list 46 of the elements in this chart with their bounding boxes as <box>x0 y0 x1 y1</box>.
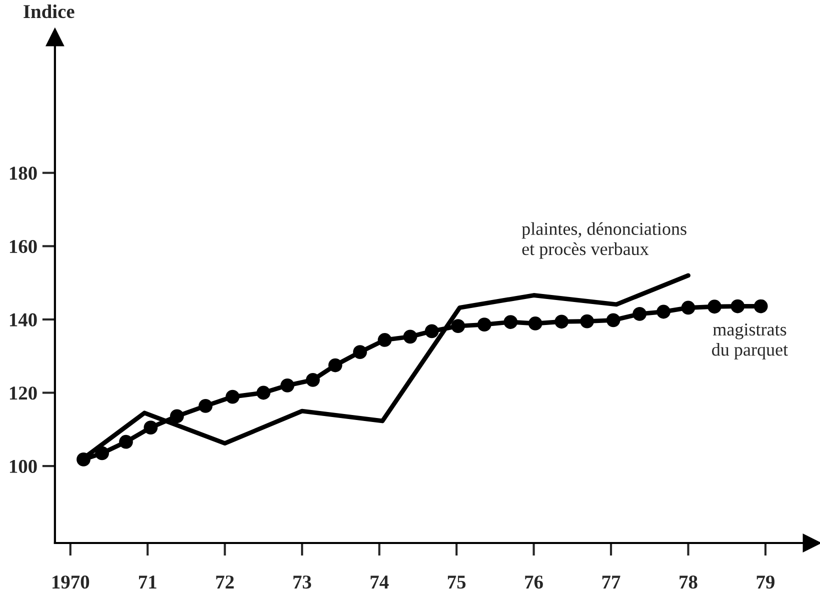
point <box>306 372 320 387</box>
x-tick-label: 73 <box>293 576 312 589</box>
point <box>528 316 542 330</box>
y-tick-label: 120 <box>10 386 37 400</box>
point <box>606 313 620 328</box>
point <box>754 299 768 314</box>
point <box>708 300 722 314</box>
y-axis-title: Indice <box>24 4 74 18</box>
y-tick-label: 180 <box>10 166 37 180</box>
point <box>451 319 466 333</box>
x-tick-label: 77 <box>602 576 620 588</box>
x-tick-label: 78 <box>680 576 698 589</box>
x-tick-label: 72 <box>216 576 234 588</box>
point <box>226 390 240 404</box>
point <box>280 378 294 392</box>
x-tick-label: 1970 <box>52 576 90 589</box>
y-tick-label: 100 <box>10 460 37 473</box>
point <box>76 452 90 466</box>
point <box>328 358 342 372</box>
point <box>504 315 518 329</box>
point <box>554 314 569 329</box>
point <box>656 304 670 319</box>
x-tick-label: 76 <box>525 576 543 589</box>
point <box>170 409 184 424</box>
y-tick-label: 140 <box>10 313 37 326</box>
point <box>424 324 439 338</box>
point <box>256 386 270 400</box>
point <box>632 307 647 321</box>
series-label: plaintes, dénonciations et procès verbaux <box>522 222 686 259</box>
point <box>730 299 745 314</box>
point <box>144 420 158 435</box>
point <box>119 434 133 449</box>
x-tick-label: 74 <box>370 576 389 588</box>
point <box>403 330 418 344</box>
x-tick-label: 75 <box>448 576 466 589</box>
y-tick-label: 160 <box>10 240 37 254</box>
point <box>95 446 109 460</box>
x-tick-label: 79 <box>756 576 774 589</box>
point <box>580 314 594 328</box>
x-tick-label: 71 <box>139 576 156 588</box>
point <box>477 318 492 332</box>
point <box>378 333 392 347</box>
point <box>353 345 367 360</box>
series-label: magistrats du parquet <box>712 323 788 360</box>
point <box>198 398 212 413</box>
point <box>681 300 696 315</box>
